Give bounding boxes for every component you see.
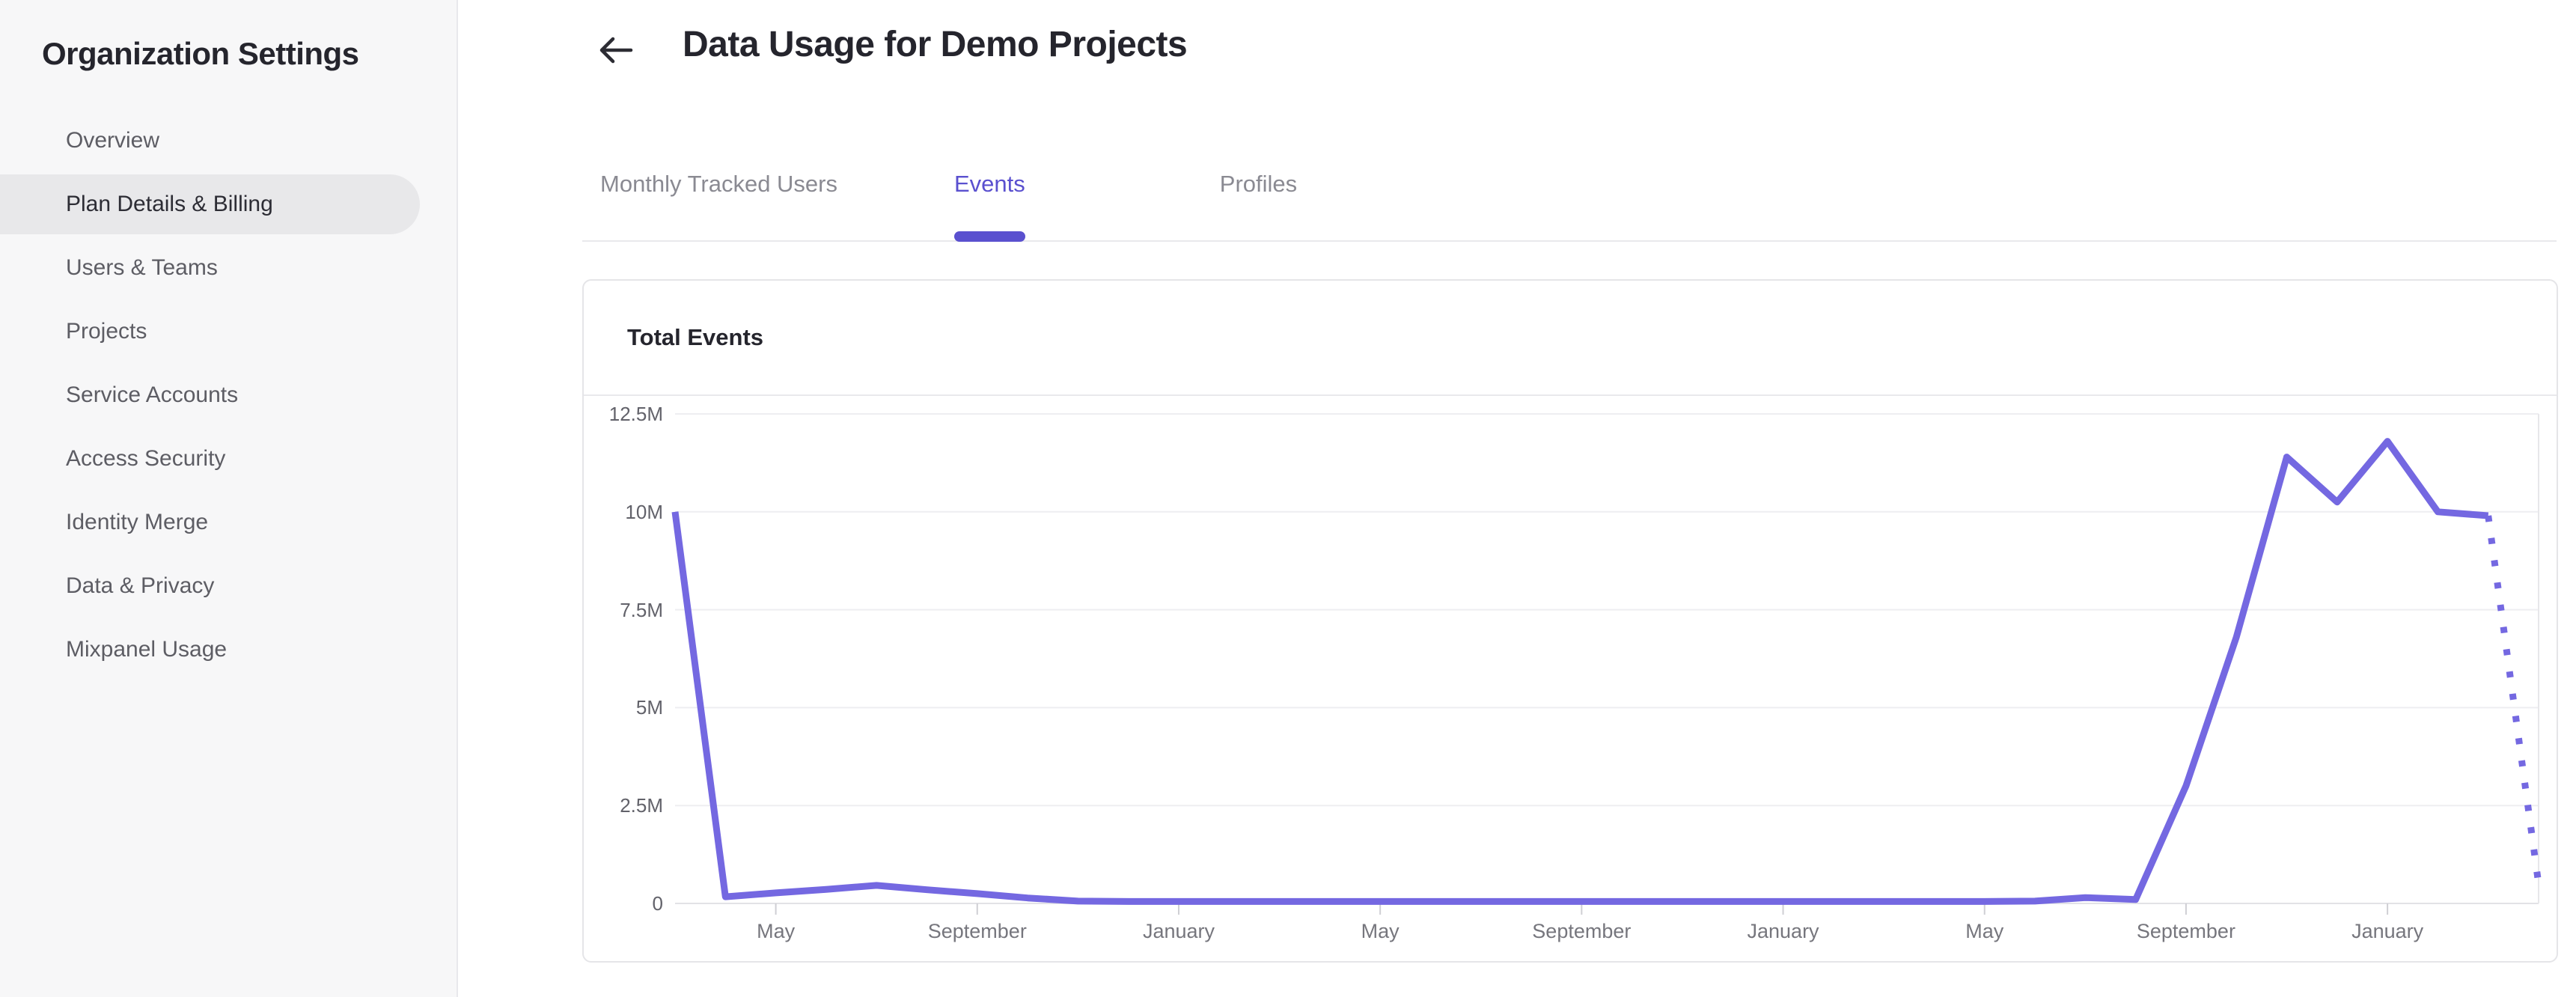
x-axis-label: January	[1142, 920, 1215, 942]
x-axis-label: May	[1965, 920, 2004, 942]
y-axis-label: 0	[652, 892, 663, 915]
x-axis-label: January	[1747, 920, 1819, 942]
y-axis-label: 7.5M	[620, 598, 663, 621]
tab-events[interactable]: Events	[954, 166, 1025, 242]
sidebar-item-identity-merge[interactable]: Identity Merge	[66, 510, 209, 534]
sidebar-item-overview[interactable]: Overview	[66, 128, 160, 153]
sidebar-item-users-teams[interactable]: Users & Teams	[66, 255, 218, 280]
x-axis-label: September	[1532, 920, 1632, 942]
page-title: Data Usage for Demo Projects	[683, 25, 1188, 64]
card-title: Total Events	[627, 324, 764, 350]
sidebar-item-access-security[interactable]: Access Security	[66, 446, 226, 471]
card-header: Total Events	[584, 281, 2557, 396]
back-button[interactable]	[594, 30, 638, 70]
x-axis-label: September	[2136, 920, 2235, 942]
y-axis-label: 10M	[625, 500, 663, 523]
x-axis-label: May	[1361, 920, 1400, 942]
sidebar: Organization Settings Overview Plan Detai…	[0, 0, 458, 997]
tab-profiles[interactable]: Profiles	[1219, 171, 1298, 197]
y-axis-label: 2.5M	[620, 794, 663, 817]
x-axis-label: May	[757, 920, 796, 942]
sidebar-title: Organization Settings	[42, 36, 359, 71]
sidebar-item-plan-details-billing[interactable]: Plan Details & Billing	[0, 174, 420, 234]
sidebar-item-service-accounts[interactable]: Service Accounts	[66, 382, 239, 407]
back-arrow-icon	[599, 37, 633, 64]
sidebar-item-data-privacy[interactable]: Data & Privacy	[66, 573, 215, 598]
sidebar-nav: Overview Plan Details & Billing Users & Te…	[0, 111, 420, 683]
x-axis-label: January	[2351, 920, 2424, 942]
tab-monthly-tracked-users[interactable]: Monthly Tracked Users	[600, 171, 837, 197]
y-axis-label: 5M	[635, 696, 663, 719]
tab-strip: Monthly Tracked Users Events Profiles	[582, 166, 2557, 242]
events-chart-svg	[671, 413, 2542, 915]
events-chart: 0 2.5M 5M 7.5M 10M 12.5M May September January M…	[584, 396, 2557, 961]
x-axis-label: September	[927, 920, 1027, 942]
sidebar-item-projects[interactable]: Projects	[66, 319, 147, 344]
y-axis-label: 12.5M	[608, 403, 663, 425]
sidebar-item-mixpanel-usage[interactable]: Mixpanel Usage	[66, 637, 228, 662]
total-events-card: Total Events 0 2.5M 5M 7.5M 10M 12.5M May Sept…	[582, 279, 2558, 963]
